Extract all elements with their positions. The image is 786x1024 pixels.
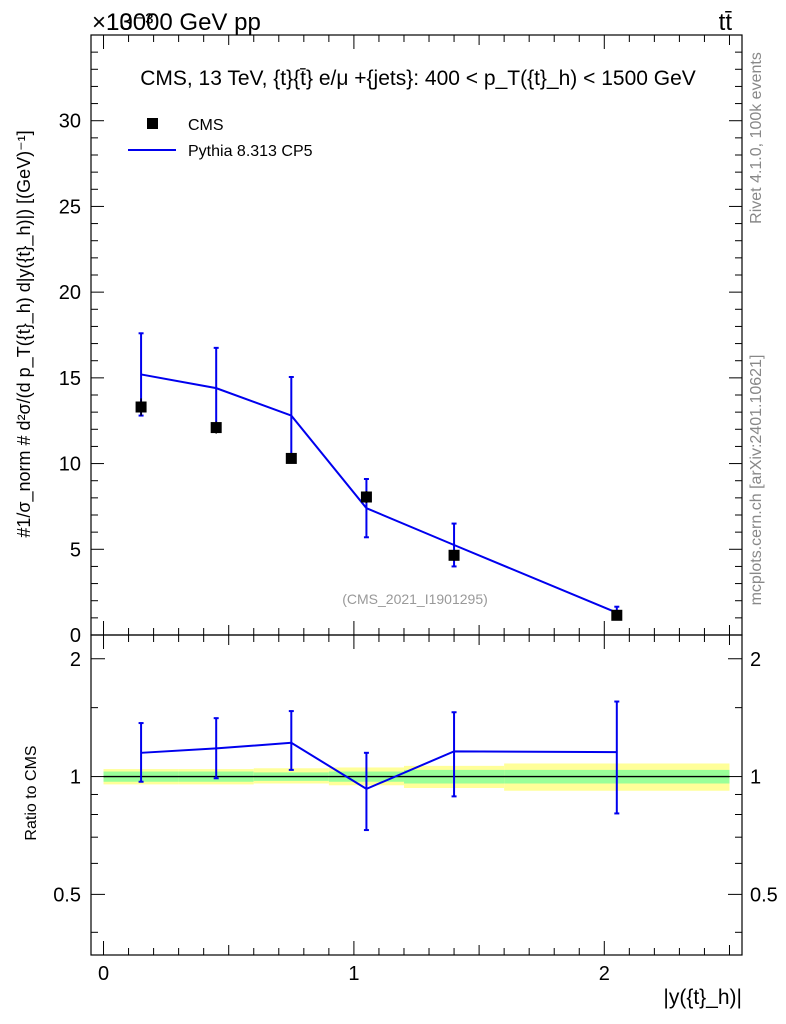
legend-cms-marker: [147, 118, 158, 129]
rivet-label: Rivet 4.1.0, 100k events: [748, 52, 765, 224]
ratio-y-tick-label-right: 0.5: [750, 884, 778, 906]
ratio-frame: [90, 634, 743, 956]
main-y-tick-label: 0: [70, 625, 81, 647]
process-label: tt̄: [719, 9, 733, 36]
ratio-panel: 0 1 2 0.5 0.5 1 1 2 2: [53, 634, 778, 985]
x-tick-label: 1: [348, 963, 359, 985]
cms-data-point: [611, 609, 623, 621]
legend-cms-label: CMS: [188, 117, 224, 134]
legend-pythia-label: Pythia 8.313 CP5: [188, 143, 313, 160]
main-y-tick-label: 30: [59, 111, 81, 133]
cms-data-point: [135, 401, 147, 413]
analysis-watermark: (CMS_2021_I1901295): [342, 591, 488, 607]
cms-data-point: [210, 422, 222, 434]
main-y-tick-label: 15: [59, 368, 81, 390]
energy-label: 13000 GeV pp: [106, 9, 261, 36]
main-panel: 0 5 10 15 20 25 30: [59, 34, 743, 647]
ratio-y-tick-label: 1: [70, 767, 81, 789]
main-y-tick-label: 5: [70, 539, 81, 561]
ratio-y-tick-label-right: 2: [750, 649, 761, 671]
x-axis-label: |y({t}_h)|: [663, 986, 742, 1009]
main-y-tick-label: 10: [59, 454, 81, 476]
pythia-line: [140, 373, 618, 614]
main-y-axis-label: #1/σ_norm # d²σ/(d p_T({t}_h) d|y({t}_h)…: [14, 130, 35, 537]
ratio-y-tick-label: 0.5: [53, 884, 81, 906]
main-title: CMS, 13 TeV, {t}{t̄} e/μ +{jets}: 400 < …: [140, 67, 696, 90]
ratio-y-axis-label: Ratio to CMS: [23, 745, 40, 840]
exponent-label: ×10⁻³: [92, 9, 153, 36]
main-y-tick-label: 20: [59, 282, 81, 304]
main-y-tick-label: 25: [59, 196, 81, 218]
legend: CMS Pythia 8.313 CP5: [128, 117, 313, 160]
x-tick-label: 0: [98, 963, 109, 985]
ratio-pythia-line: [141, 741, 617, 791]
mcplots-label: mcplots.cern.ch [arXiv:2401.10621]: [748, 355, 765, 606]
cms-data-point: [360, 491, 372, 503]
cms-data-point: [448, 549, 460, 561]
ratio-y-tick-label: 2: [70, 649, 81, 671]
ratio-y-tick-label-right: 1: [750, 767, 761, 789]
cms-data-point: [285, 452, 297, 464]
x-tick-label: 2: [599, 963, 610, 985]
